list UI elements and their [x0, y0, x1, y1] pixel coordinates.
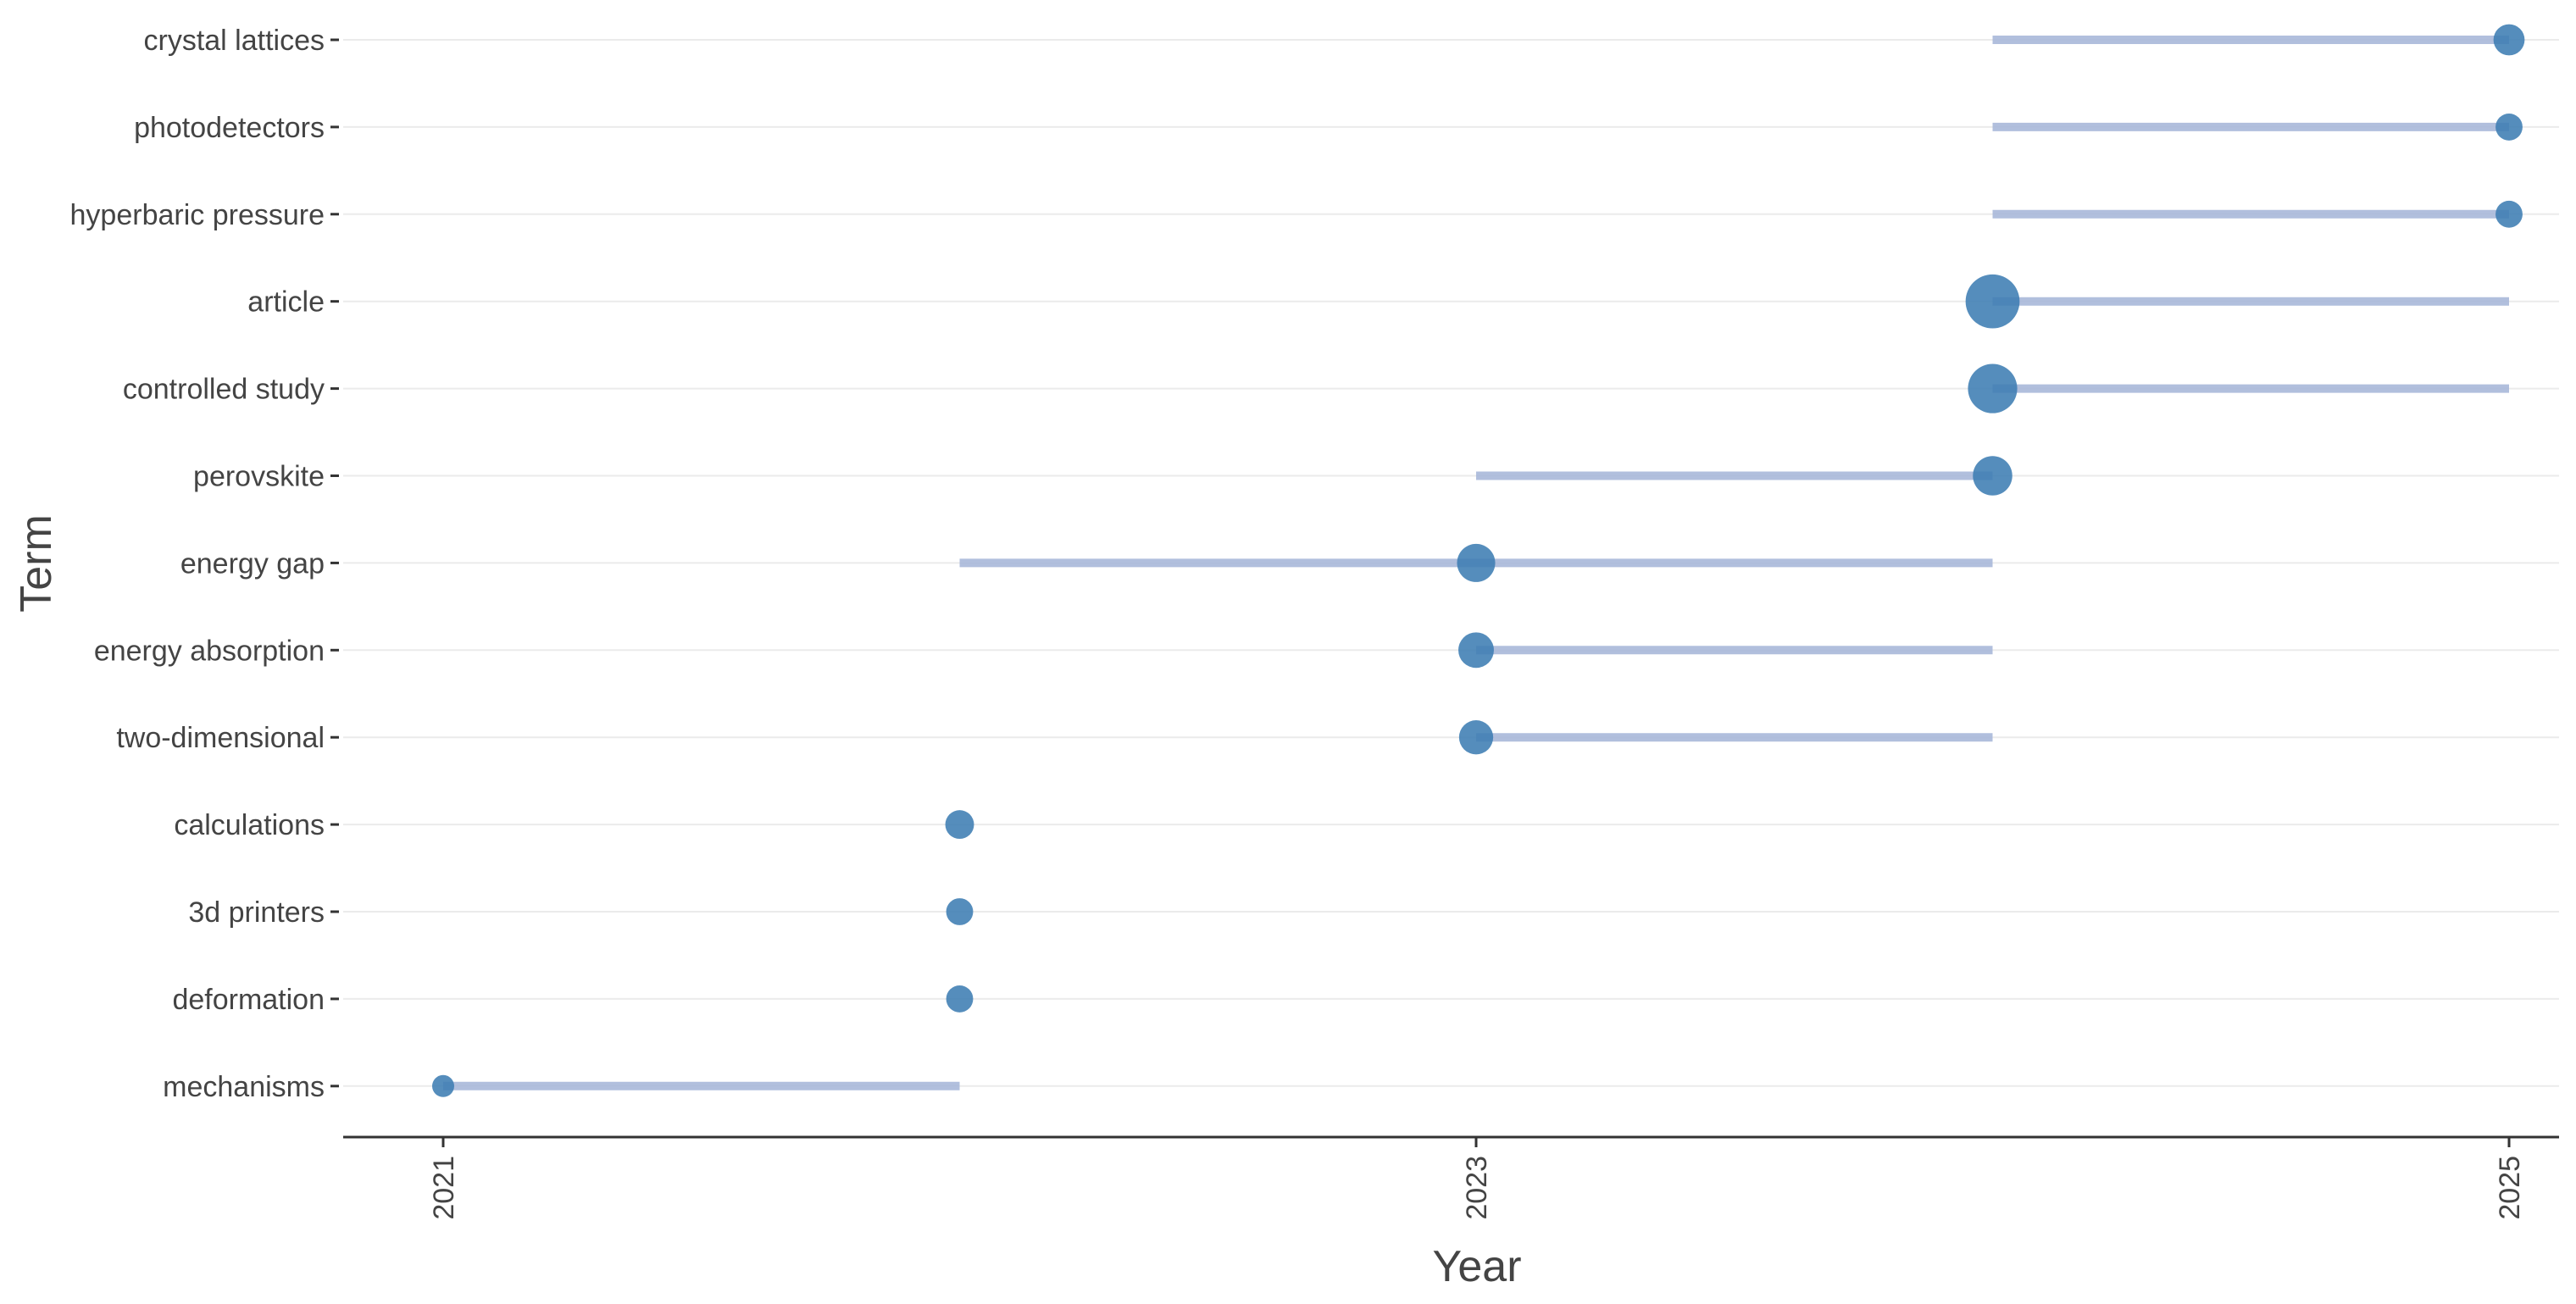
- term-peak-point: [1458, 720, 1494, 755]
- y-tick-label: hyperbaric pressure: [70, 199, 325, 231]
- term-peak-point: [2496, 200, 2523, 228]
- y-tick-label: two-dimensional: [116, 722, 325, 754]
- y-tick-label: 3d printers: [188, 896, 325, 929]
- x-axis-title: Year: [1432, 1242, 1521, 1291]
- y-tick-label: crystal lattices: [144, 25, 325, 57]
- x-tick-label: 2025: [2494, 1156, 2526, 1220]
- term-peak-point: [945, 810, 974, 840]
- term-peak-point: [1968, 363, 2018, 413]
- term-peak-point: [946, 985, 974, 1013]
- y-tick-label: deformation: [172, 984, 325, 1016]
- y-axis-title: Term: [12, 514, 61, 613]
- y-tick-label: energy absorption: [94, 635, 325, 667]
- term-peak-point: [1965, 274, 2020, 329]
- term-peak-point: [1973, 456, 2012, 496]
- x-axis: 2021 2023 2025: [343, 1135, 2559, 1220]
- y-tick-label: perovskite: [193, 461, 325, 493]
- y-tick-label: energy gap: [180, 547, 325, 580]
- y-axis: crystal lattices photodetectors hyperbaric…: [70, 25, 339, 1103]
- y-tick-label: photodetectors: [134, 112, 325, 144]
- grid-layer: [343, 39, 2559, 1087]
- x-tick-label: 2023: [1461, 1156, 1493, 1220]
- term-peak-point: [2496, 113, 2523, 141]
- term-peak-point: [1458, 632, 1494, 669]
- term-peak-point: [946, 898, 974, 925]
- y-tick-label: article: [247, 286, 325, 319]
- x-tick-label: 2021: [428, 1156, 460, 1220]
- point-layer: [432, 24, 2525, 1097]
- y-tick-label: mechanisms: [163, 1071, 325, 1103]
- term-peak-point: [432, 1074, 454, 1097]
- y-tick-label: controlled study: [123, 374, 325, 406]
- term-peak-point: [1457, 543, 1496, 582]
- term-peak-point: [2493, 24, 2525, 56]
- y-tick-label: calculations: [174, 809, 325, 841]
- range-layer: [443, 36, 2509, 1090]
